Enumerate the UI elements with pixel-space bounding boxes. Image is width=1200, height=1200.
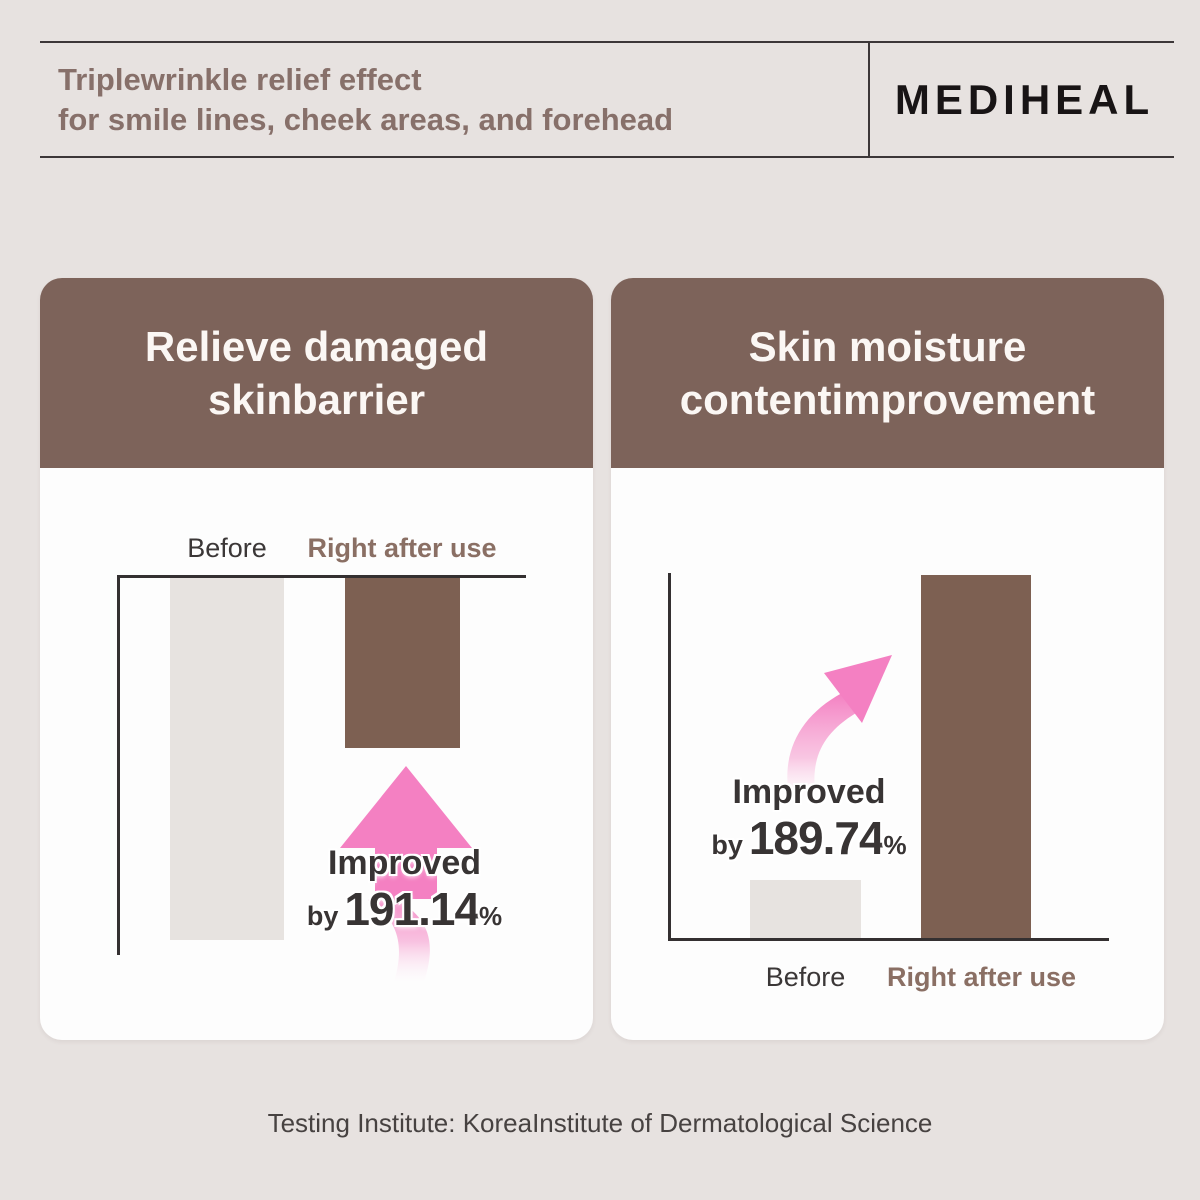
page-title: Triplewrinkle relief effect for smile li… — [40, 43, 868, 156]
card-skinbarrier-title-line2: skinbarrier — [207, 376, 426, 423]
improvement-value-line: by 191.14% — [262, 883, 547, 947]
right-after-use-label: Right after use — [307, 533, 497, 563]
card-skinbarrier: Relieve damaged skinbarrier Before Right… — [40, 278, 593, 1040]
by-text: by — [711, 830, 743, 860]
card-moisture: Skin moisture contentimprovement Improve… — [611, 278, 1164, 1040]
before-bar — [750, 879, 861, 938]
chart-top-axis — [117, 575, 526, 578]
percent-sign: % — [479, 901, 503, 931]
percent-sign: % — [883, 830, 907, 860]
card-skinbarrier-title: Relieve damaged skinbarrier — [40, 278, 593, 468]
improvement-curved-arrow-icon — [787, 655, 892, 801]
improvement-value: 189.74 — [748, 812, 885, 864]
right-after-use-bar — [345, 578, 460, 748]
before-label: Before — [187, 533, 267, 563]
moisture-chart — [671, 575, 1109, 938]
page-title-line2: for smile lines, cheek areas, and forehe… — [58, 101, 674, 137]
card-moisture-title-line2: contentimprovement — [679, 376, 1096, 423]
before-label: Before — [765, 962, 846, 992]
page-title-line1: Triplewrinkle relief effect — [58, 61, 422, 97]
improved-text: Improved — [732, 773, 886, 811]
chart-left-axis — [117, 575, 120, 955]
testing-institute-note: Testing Institute: KoreaInstitute of Der… — [267, 1108, 933, 1138]
right-after-use-bar — [921, 575, 1031, 938]
header: Triplewrinkle relief effect for smile li… — [40, 41, 1174, 158]
improvement-up-arrow-icon — [340, 766, 472, 982]
chart-left-axis — [668, 573, 671, 941]
brand-logo: MEDIHEAL — [894, 75, 1155, 123]
skinbarrier-chart — [120, 578, 526, 955]
improved-text: Improved — [327, 844, 482, 882]
right-after-use-label: Right after use — [886, 962, 1077, 992]
improvement-value: 191.14 — [344, 883, 480, 935]
improvement-annotation: Improved by 191.14% — [262, 843, 547, 947]
brand-box: MEDIHEAL — [868, 43, 1174, 156]
improvement-value-line: by 189.74% — [669, 812, 949, 876]
card-skinbarrier-title-line1: Relieve damaged — [144, 323, 489, 370]
chart-bottom-axis — [668, 938, 1109, 941]
improvement-annotation: Improved by 189.74% — [669, 772, 949, 876]
before-bar — [170, 578, 284, 940]
card-moisture-title-line1: Skin moisture — [748, 323, 1027, 370]
by-text: by — [306, 901, 339, 931]
card-moisture-title: Skin moisture contentimprovement — [611, 278, 1164, 468]
